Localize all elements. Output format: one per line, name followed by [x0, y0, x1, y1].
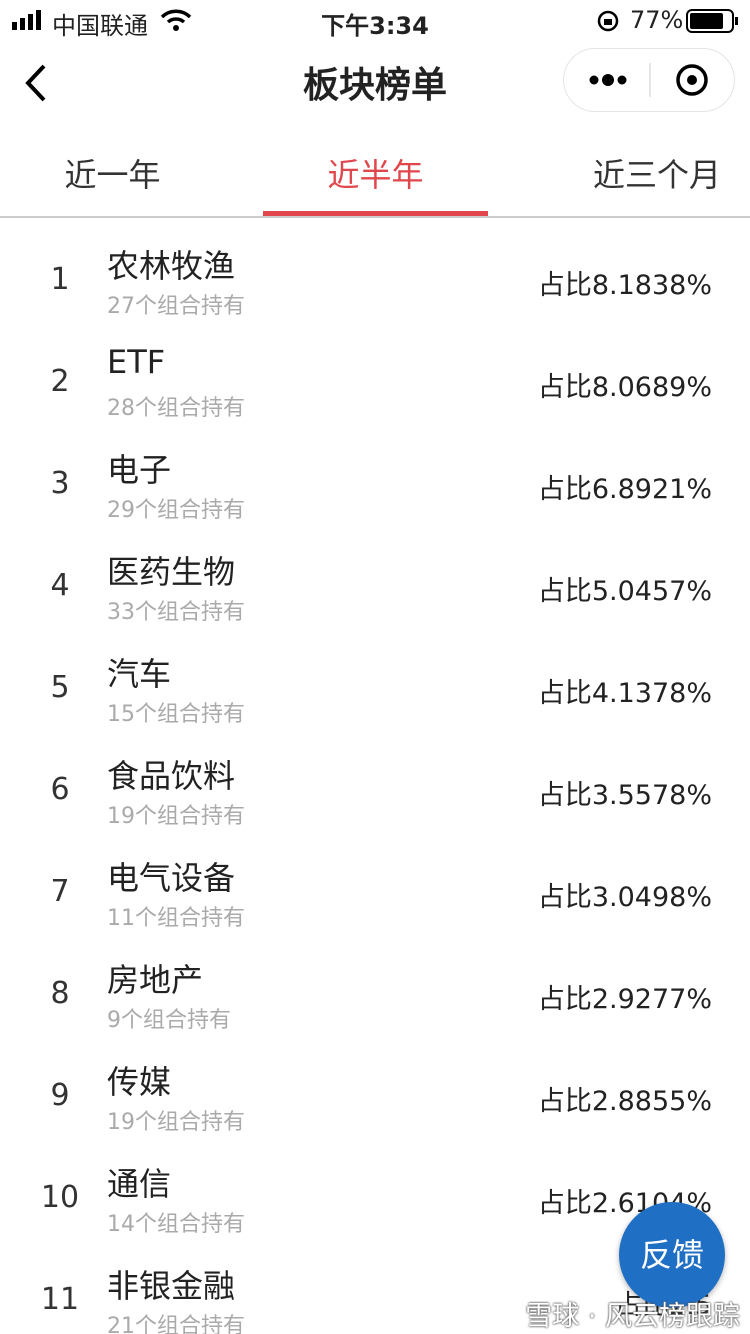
- battery-icon: [686, 9, 738, 33]
- holders-count: 27个组合持有: [107, 294, 245, 319]
- ratio: 占比2.8855%: [537, 1086, 712, 1117]
- holders-count: 29个组合持有: [107, 498, 245, 523]
- holders-count: 28个组合持有: [107, 396, 245, 421]
- rank: 8: [50, 976, 70, 1011]
- sector-name: 医药生物: [107, 553, 236, 591]
- rank: 10: [40, 1180, 80, 1215]
- carrier: 中国联通: [52, 12, 148, 40]
- ratio: 占比6.8921%: [537, 474, 712, 505]
- rank: 5: [50, 670, 70, 705]
- ratio: 占比2.9277%: [537, 984, 712, 1015]
- sector-name: 农林牧渔: [107, 247, 236, 285]
- rank: 2: [50, 364, 70, 399]
- battery-text: 77%: [630, 6, 684, 34]
- holders-count: 21个组合持有: [107, 1314, 245, 1334]
- ratio: 占比4.1378%: [537, 678, 712, 709]
- signal-icon: [12, 10, 41, 30]
- sector-name: ETF: [107, 343, 166, 381]
- feedback-button[interactable]: 反馈: [619, 1202, 725, 1308]
- capsule-icons: [589, 63, 708, 97]
- lock-icon: [597, 10, 619, 32]
- rank: 7: [50, 874, 70, 909]
- capsule: [563, 48, 735, 112]
- rank: 11: [40, 1282, 80, 1317]
- holders-count: 33个组合持有: [107, 600, 245, 625]
- rank: 6: [50, 772, 70, 807]
- watermark: 雪球 · 风云榜跟踪: [525, 1301, 740, 1332]
- rank: 3: [50, 466, 70, 501]
- tab[interactable]: 近三个月: [592, 156, 721, 194]
- ratio: 占比5.0457%: [537, 576, 712, 607]
- sector-name: 通信: [107, 1165, 172, 1203]
- sector-name: 传媒: [107, 1063, 172, 1101]
- wifi-icon: [160, 9, 192, 31]
- holders-count: 11个组合持有: [107, 906, 245, 931]
- sector-name: 汽车: [107, 655, 172, 693]
- tab[interactable]: 近半年: [327, 156, 424, 194]
- sector-name: 非银金融: [107, 1267, 236, 1305]
- ratio: 占比3.0498%: [537, 882, 712, 913]
- sector-name: 电子: [107, 451, 172, 489]
- sector-name: 电气设备: [107, 859, 236, 897]
- holders-count: 15个组合持有: [107, 702, 245, 727]
- holders-count: 19个组合持有: [107, 1110, 245, 1135]
- ratio: 占比3.5578%: [537, 780, 712, 811]
- rank: 1: [50, 262, 70, 297]
- rank: 9: [50, 1078, 70, 1113]
- ratio: 占比8.1838%: [537, 270, 712, 301]
- rank: 4: [50, 568, 70, 603]
- back-button[interactable]: [18, 60, 54, 106]
- nav-title: 板块榜单: [302, 65, 447, 106]
- tab-indicator: [263, 211, 488, 216]
- sector-name: 食品饮料: [107, 757, 236, 795]
- tab[interactable]: 近一年: [64, 156, 161, 194]
- signal: [10, 8, 50, 36]
- holders-count: 19个组合持有: [107, 804, 245, 829]
- sector-name: 房地产: [107, 961, 204, 999]
- holders-count: 9个组合持有: [107, 1008, 231, 1033]
- ratio: 占比8.0689%: [537, 372, 712, 403]
- holders-count: 14个组合持有: [107, 1212, 245, 1237]
- divider: [0, 216, 750, 218]
- time: 下午3:34: [321, 12, 429, 40]
